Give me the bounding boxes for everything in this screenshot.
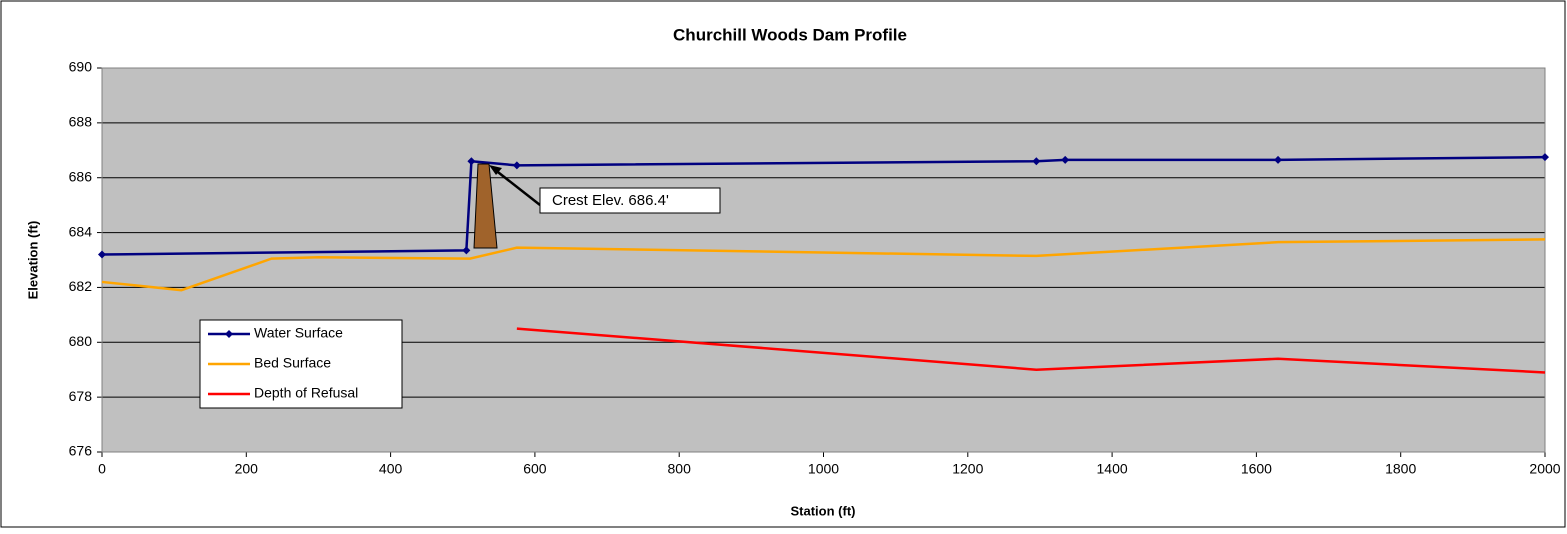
legend-label: Bed Surface (254, 355, 331, 371)
x-tick-label: 400 (379, 461, 403, 477)
y-tick-label: 684 (69, 223, 93, 239)
x-tick-label: 600 (523, 461, 547, 477)
chart-title: Churchill Woods Dam Profile (673, 25, 907, 44)
y-tick-label: 690 (69, 59, 93, 75)
x-axis-label: Station (ft) (791, 503, 856, 518)
x-tick-label: 0 (98, 461, 106, 477)
chart: Churchill Woods Dam Profile Station (ft)… (0, 0, 1567, 529)
y-tick-label: 680 (69, 333, 93, 349)
x-tick-label: 1400 (1097, 461, 1128, 477)
x-tick-label: 1800 (1385, 461, 1416, 477)
y-tick-label: 676 (69, 443, 93, 459)
x-tick-label: 1000 (808, 461, 839, 477)
y-tick-label: 686 (69, 168, 93, 184)
x-tick-label: 1200 (952, 461, 983, 477)
legend-label: Depth of Refusal (254, 385, 358, 401)
legend-label: Water Surface (254, 325, 343, 341)
y-tick-label: 678 (69, 388, 93, 404)
y-tick-label: 688 (69, 114, 93, 130)
x-tick-label: 2000 (1529, 461, 1560, 477)
y-tick-label: 682 (69, 278, 93, 294)
x-tick-label: 800 (668, 461, 692, 477)
x-tick-label: 1600 (1241, 461, 1272, 477)
x-tick-label: 200 (235, 461, 259, 477)
y-axis-label: Elevation (ft) (25, 221, 40, 300)
annotation: Crest Elev. 686.4' (552, 192, 669, 209)
